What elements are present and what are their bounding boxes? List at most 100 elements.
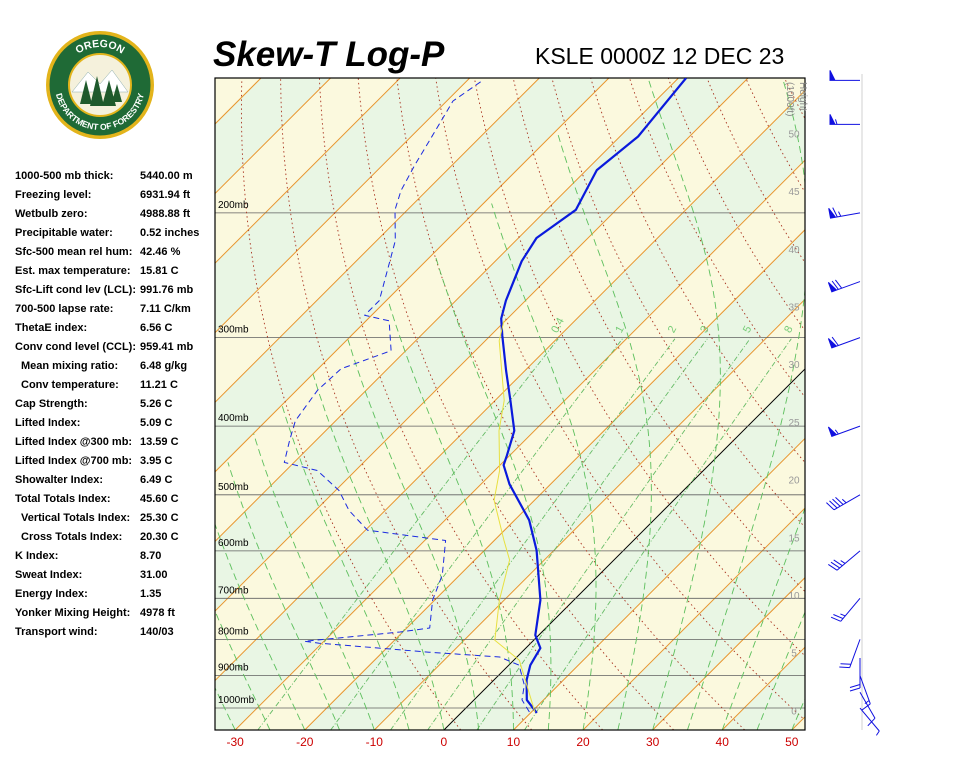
stat-row: Conv temperature: 11.21 C (15, 376, 215, 395)
sounding-line (500, 78, 687, 714)
moist-adiabat (253, 433, 375, 730)
stat-value: 42.46 % (140, 246, 181, 258)
isotherm (652, 576, 805, 730)
dry-adiabat (823, 78, 960, 730)
stat-value: 11.21 C (140, 379, 178, 391)
wind-barb (859, 675, 871, 711)
stat-label: Energy Index: (15, 588, 88, 600)
stat-label: Precipitable water: (15, 227, 113, 239)
band (215, 78, 805, 681)
isotherm (215, 89, 805, 682)
dry-adiabat (784, 78, 805, 120)
y-tick-label: 800mb (218, 626, 249, 637)
logo-trees (80, 76, 122, 106)
isotherm (234, 159, 805, 730)
stat-label: Est. max temperature: (15, 265, 131, 277)
logo: OREGON DEPARTMENT OF FORESTRY (46, 31, 154, 139)
stat-label: Yonker Mixing Height: (15, 607, 131, 619)
wind-barb (828, 550, 861, 571)
isotherm (215, 78, 401, 264)
mixing-ratio-label: 1 (613, 324, 626, 335)
dry-adiabat (396, 78, 746, 730)
x-tick-label: -20 (296, 735, 314, 749)
dry-adiabat (706, 78, 805, 264)
moist-adiabat (648, 80, 721, 730)
stat-row: Energy Index: 1.35 (15, 585, 215, 604)
dry-adiabat (940, 78, 960, 730)
isotherm (215, 78, 610, 473)
stat-value: 7.11 C/km (140, 303, 191, 315)
isotherm (513, 437, 805, 730)
x-tick-label: 30 (646, 735, 660, 749)
stat-label: Showalter Index: (15, 474, 104, 486)
height-axis-label: (1000ft) (784, 82, 795, 116)
stat-value: 8.70 (140, 550, 162, 562)
height-tick-label: 0 (791, 706, 797, 717)
stat-row: Mean mixing ratio: 6.48 g/kg (15, 357, 215, 376)
stat-row: Lifted Index @700 mb: 3.95 C (15, 452, 215, 471)
height-axis-label: Height (797, 82, 808, 111)
stat-row: Cap Strength: 5.26 C (15, 395, 215, 414)
x-tick-label: 0 (441, 735, 448, 749)
sounding-line (493, 320, 536, 713)
wind-barb (839, 639, 861, 669)
x-tick-label: 10 (507, 735, 521, 749)
plot-background (215, 78, 960, 730)
stat-value: 20.30 C (140, 531, 179, 543)
wind-barb (827, 336, 861, 349)
wind-barb (827, 425, 861, 438)
isotherm (215, 78, 679, 543)
stat-value: 4988.88 ft (140, 208, 191, 220)
stat-row: Sfc-500 mean rel hum: 42.46 % (15, 243, 215, 262)
stat-label: Conv temperature: (21, 379, 119, 391)
isotherm (443, 368, 805, 730)
stat-label: Lifted Index @700 mb: (15, 455, 133, 467)
stat-label: K Index: (15, 550, 59, 562)
stat-label: Wetbulb zero: (15, 208, 88, 220)
stat-label: Cap Strength: (15, 398, 88, 410)
dry-adiabat (435, 78, 805, 721)
stat-value: 15.81 C (140, 265, 179, 277)
stat-row: 1000-500 mb thick: 5440.00 m (15, 167, 215, 186)
stat-label: 700-500 lapse rate: (15, 303, 114, 315)
y-tick-label: 600mb (218, 538, 249, 549)
mixing-ratio-label: 8 (782, 324, 795, 335)
stat-value: 31.00 (140, 569, 168, 581)
mixing-ratio-line (524, 338, 792, 730)
wind-barb (826, 494, 861, 511)
stat-value: 6.48 g/kg (140, 360, 188, 372)
stat-value: 25.30 C (140, 512, 179, 524)
wind-barb (827, 279, 861, 293)
wind-barb (859, 707, 880, 736)
series-group (283, 78, 687, 714)
moist-adiabat (227, 462, 340, 730)
moist-adiabat (721, 507, 805, 730)
stat-row: Cross Totals Index: 20.30 C (15, 528, 215, 547)
sounding-line (283, 79, 530, 713)
mixing-ratio-label: 3 (698, 324, 711, 335)
stat-value: 5.26 C (140, 398, 173, 410)
mixing-ratio-line (476, 338, 751, 730)
stat-value: 6931.94 ft (140, 189, 191, 201)
isotherm (791, 716, 805, 730)
stat-row: ThetaE index: 6.56 C (15, 319, 215, 338)
x-tick-label: -30 (227, 735, 245, 749)
moist-adiabat (312, 374, 445, 730)
stat-value: 6.49 C (140, 474, 173, 486)
dry-adiabat (357, 78, 675, 730)
isotherm (582, 507, 805, 730)
stat-value: 1.35 (140, 588, 162, 600)
stat-label: Lifted Index @300 mb: (15, 436, 133, 448)
stat-label: Mean mixing ratio: (21, 360, 119, 372)
x-tick-label: -10 (366, 735, 384, 749)
y-tick-label: 1000mb (218, 695, 255, 706)
stat-row: Precipitable water: 0.52 inches (15, 224, 215, 243)
stat-row: Yonker Mixing Height: 4978 ft (15, 604, 215, 623)
stat-value: 3.95 C (140, 455, 173, 467)
plot-frame (214, 77, 806, 731)
mixing-ratio-line (257, 338, 559, 730)
mixing-ratio-label: 5 (741, 324, 754, 335)
stat-label: Sweat Index: (15, 569, 83, 581)
moist-adiabat (215, 609, 271, 730)
logo-top-text: OREGON (74, 38, 127, 57)
